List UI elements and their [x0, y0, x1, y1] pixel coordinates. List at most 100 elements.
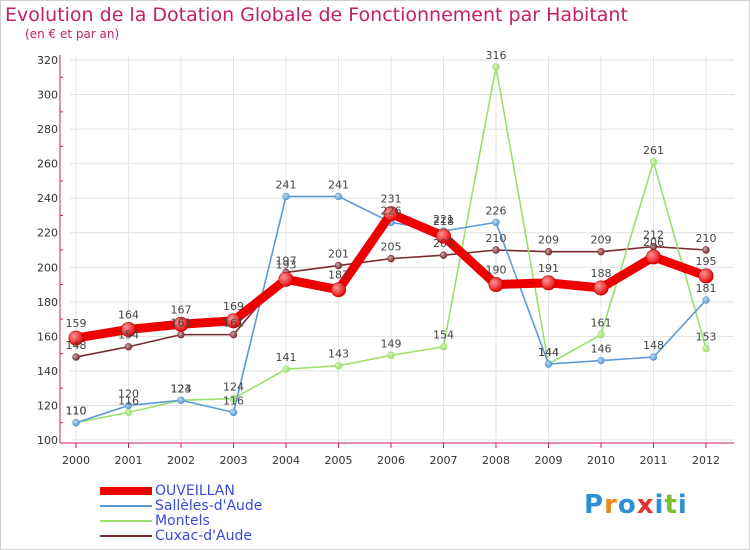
data-point-shine: [650, 243, 657, 250]
data-label-s2: 161: [591, 317, 612, 330]
legend-swatch-ouveillan: [100, 487, 152, 495]
x-tick-label: 2003: [220, 454, 248, 467]
data-label-s2: 153: [696, 330, 717, 343]
data-label-s1: 116: [223, 394, 244, 407]
data-point-shine: [545, 360, 552, 368]
data-label-s0: 169: [223, 300, 244, 313]
data-label-s3: 210: [696, 232, 717, 245]
data-point-shine: [492, 63, 500, 71]
data-label-s2: 124: [223, 381, 244, 394]
y-tick-label: 240: [37, 192, 58, 205]
legend-swatch-montels: [100, 520, 152, 522]
legend-label-ouveillan: OUVEILLAN: [155, 483, 235, 499]
x-tick-label: 2005: [325, 454, 353, 467]
data-label-s2: 154: [433, 329, 454, 342]
data-label-s1: 241: [276, 178, 297, 191]
y-tick-label: 200: [37, 261, 58, 274]
label-layer: 159 164 167 169 193 187 231 218 190 191 188 206 195 1…: [66, 49, 717, 418]
y-tick-label: 100: [37, 434, 58, 447]
legend: OUVEILLAN Sallèles-d'Aude Montels Cuxac-…: [100, 484, 400, 544]
x-tick-label: 2002: [167, 454, 195, 467]
data-label-s2: 261: [643, 144, 664, 157]
data-label-s0: 187: [328, 269, 349, 282]
data-label-s3: 197: [276, 254, 297, 267]
data-label-s2: 141: [276, 351, 297, 364]
data-point-shine: [597, 357, 605, 364]
data-label-s0: 190: [486, 264, 507, 277]
data-point-shine: [335, 362, 342, 369]
logo-letter: o: [617, 490, 637, 520]
logo-letter: i: [677, 490, 688, 520]
data-point-shine: [230, 395, 237, 402]
data-point-shine: [436, 229, 451, 244]
data-point-shine: [384, 206, 398, 221]
data-label-s3: 210: [486, 232, 507, 245]
data-label-s3: 148: [66, 339, 87, 352]
data-label-s1: 226: [486, 204, 507, 217]
data-point-shine: [646, 249, 661, 264]
legend-swatch-salleles: [100, 505, 152, 507]
x-tick-label: 2009: [535, 454, 563, 467]
data-label-s3: 212: [643, 229, 664, 242]
proxiti-logo: Proxiti: [584, 490, 688, 520]
x-tick-label: 2006: [377, 454, 405, 467]
data-point-shine: [125, 409, 132, 416]
data-label-s0: 195: [696, 255, 717, 268]
logo-letter: r: [604, 490, 618, 520]
x-tick-label: 2008: [482, 454, 510, 467]
data-point-shine: [331, 282, 346, 297]
data-label-s0: 159: [66, 317, 87, 330]
data-point-shine: [541, 275, 556, 290]
data-point-shine: [650, 353, 657, 361]
data-point-shine: [440, 251, 447, 259]
data-point-shine: [597, 248, 605, 255]
y-tick-label: 300: [37, 89, 58, 102]
data-label-s3: 209: [591, 234, 612, 247]
y-tick-label: 280: [37, 123, 58, 136]
data-label-s3: 161: [171, 317, 192, 330]
data-point-shine: [650, 158, 657, 166]
x-tick-label: 2004: [272, 454, 300, 467]
legend-label-salleles: Sallèles-d'Aude: [155, 498, 263, 514]
data-point-shine: [177, 331, 185, 338]
logo-letter: i: [654, 490, 665, 520]
data-label-s1: 181: [696, 282, 717, 295]
data-point-shine: [492, 246, 500, 254]
data-point-shine: [440, 343, 447, 350]
data-label-s0: 218: [433, 215, 454, 228]
data-label-s0: 167: [171, 303, 192, 316]
series-layer: [68, 63, 714, 427]
x-tick-label: 2001: [115, 454, 143, 467]
data-point-shine: [69, 331, 83, 346]
data-point-shine: [597, 331, 605, 338]
y-tick-label: 160: [37, 330, 58, 343]
data-point-shine: [279, 272, 293, 287]
data-point-shine: [702, 345, 710, 352]
data-point-shine: [125, 402, 132, 409]
data-point-shine: [594, 281, 608, 295]
y-tick-label: 140: [37, 365, 58, 378]
legend-label-cuxac: Cuxac-d'Aude: [155, 528, 252, 544]
data-label-s0: 193: [276, 258, 297, 271]
data-point-shine: [282, 365, 290, 373]
logo-letter: x: [636, 490, 655, 520]
data-point-shine: [174, 317, 188, 332]
data-point-shine: [72, 353, 80, 361]
y-tick-label: 220: [37, 227, 58, 240]
data-point-shine: [72, 419, 80, 426]
data-point-shine: [226, 313, 241, 328]
x-tick-label: 2000: [62, 454, 90, 467]
y-tick-label: 120: [37, 399, 58, 412]
line-chart: 100 120 140 160 180 200 220 240 260 280 300 320 2000…: [37, 49, 734, 467]
data-label-s2: 149: [381, 337, 402, 350]
data-point-shine: [121, 322, 136, 337]
data-point-shine: [387, 255, 395, 262]
data-label-s2: 110: [66, 405, 87, 418]
x-tick-label: 2007: [430, 454, 458, 467]
data-label-s1: 146: [591, 343, 612, 356]
data-label-s1: 221: [433, 213, 454, 226]
data-label-s1: 110: [66, 405, 87, 418]
data-point-shine: [492, 219, 500, 226]
legend-item-salleles: Sallèles-d'Aude: [100, 499, 400, 514]
logo-letter: P: [584, 490, 605, 520]
